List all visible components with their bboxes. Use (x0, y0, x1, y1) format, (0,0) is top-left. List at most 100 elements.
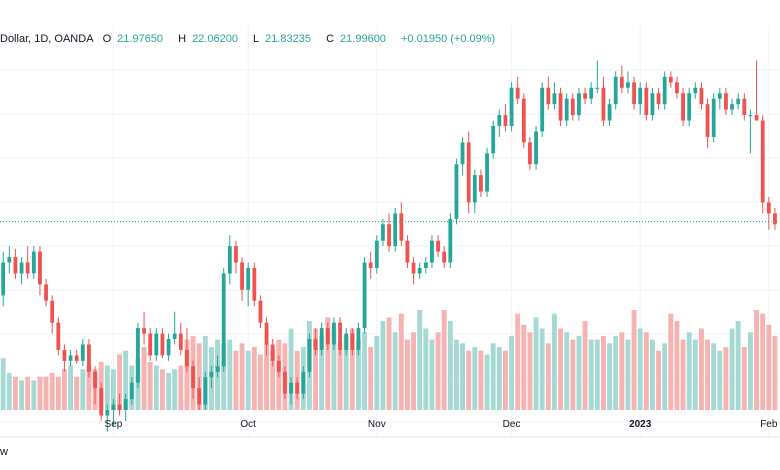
volume-bar (649, 339, 655, 410)
volume-bar (588, 339, 594, 410)
candle (209, 366, 214, 389)
volume-bar (411, 332, 417, 410)
volume-bar (613, 335, 619, 410)
candle-body (626, 82, 630, 88)
candles (1, 60, 777, 432)
candle-body (362, 262, 367, 329)
volume-bar (153, 365, 159, 410)
candle-body (736, 98, 741, 105)
volume-bar (184, 339, 190, 410)
candle (417, 262, 422, 279)
candle-body (570, 98, 575, 116)
volume-bar (141, 347, 147, 410)
candle-body (356, 328, 361, 350)
candle-body (209, 371, 214, 378)
candle (295, 377, 300, 400)
x-tick-label: Feb (760, 419, 778, 430)
volume-bar (86, 365, 92, 410)
candle-body (491, 126, 496, 154)
volume-bar (233, 350, 239, 410)
candle (668, 71, 673, 88)
volume-bar (313, 328, 319, 410)
candle (325, 322, 330, 350)
candle (111, 399, 116, 427)
candle-body (221, 273, 226, 367)
candle-body (227, 246, 232, 274)
candle-body (711, 98, 716, 137)
candle (1, 251, 6, 307)
candle (626, 71, 630, 94)
candle-body (742, 98, 747, 116)
candle (540, 82, 545, 137)
volume-bar (374, 335, 380, 410)
candle (31, 246, 36, 279)
candle (7, 246, 12, 274)
candle (742, 93, 747, 121)
volume-bar (159, 369, 165, 410)
candle (436, 235, 440, 258)
candle-body (448, 218, 453, 263)
candle (632, 76, 636, 110)
candle-body (479, 175, 483, 192)
candle (258, 295, 263, 329)
candle-body (730, 104, 734, 110)
candle (289, 377, 293, 405)
volume-bar (705, 339, 711, 410)
volume-bar (637, 328, 643, 410)
candle (595, 60, 600, 94)
candle-body (546, 87, 551, 105)
candle-body (31, 251, 36, 274)
candle-body (44, 284, 48, 301)
candle-body (411, 262, 416, 274)
candle (644, 82, 649, 121)
candle-body (699, 87, 704, 105)
volume-bar (521, 324, 527, 410)
candle-body (191, 366, 195, 389)
candle (123, 393, 128, 421)
candle (197, 377, 202, 410)
candle (448, 213, 453, 268)
candle-body (38, 251, 42, 285)
candle-body (74, 355, 79, 361)
volume-bar (166, 372, 172, 410)
candle (442, 246, 447, 268)
volume-bar (453, 339, 459, 410)
candle-body (252, 268, 257, 301)
candle (154, 328, 159, 361)
volume-bar (600, 335, 606, 410)
candle-body (240, 262, 244, 290)
candle-body (766, 202, 771, 214)
candle (240, 257, 244, 301)
candle (87, 339, 91, 378)
candle-body (423, 262, 428, 268)
volume-bar (172, 369, 178, 410)
candle-body (166, 339, 171, 356)
candle (491, 120, 496, 159)
candle-body (399, 213, 404, 241)
candle (80, 339, 85, 367)
candle (393, 207, 398, 252)
volume-bar (343, 335, 349, 410)
volume-bar (717, 350, 723, 410)
volume-bar (668, 313, 674, 410)
volume-bar (539, 328, 545, 410)
candle-body (485, 153, 489, 192)
volume-bar (288, 328, 294, 410)
volume-bars (0, 310, 778, 410)
candle (589, 82, 594, 105)
candle-body (142, 328, 146, 334)
volume-bar (37, 376, 43, 410)
candle (411, 257, 416, 285)
volume-bar (447, 321, 453, 410)
volume-bar (625, 339, 631, 410)
candle-body (442, 251, 447, 263)
volume-bar (251, 347, 257, 410)
volume-bar (362, 332, 368, 410)
candle-body (13, 257, 18, 274)
candle-body (129, 382, 134, 400)
candle-body (87, 344, 91, 372)
candle-body (295, 382, 300, 394)
candle (558, 87, 563, 126)
candle (601, 76, 606, 126)
legend-low-value: 21.83235 (265, 33, 312, 45)
